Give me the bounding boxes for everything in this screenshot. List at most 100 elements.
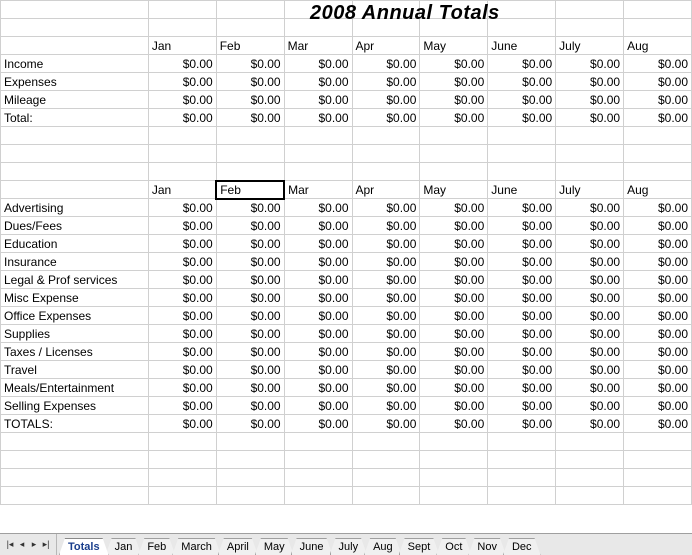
value-cell[interactable]: $0.00 <box>624 271 692 289</box>
cell[interactable] <box>420 163 488 181</box>
row-label[interactable]: Dues/Fees <box>1 217 149 235</box>
value-cell[interactable]: $0.00 <box>216 361 284 379</box>
cell[interactable] <box>148 163 216 181</box>
value-cell[interactable]: $0.00 <box>488 55 556 73</box>
cell[interactable] <box>420 145 488 163</box>
cell[interactable] <box>624 145 692 163</box>
value-cell[interactable]: $0.00 <box>148 325 216 343</box>
value-cell[interactable]: $0.00 <box>420 415 488 433</box>
value-cell[interactable]: $0.00 <box>148 199 216 217</box>
cell[interactable] <box>352 469 420 487</box>
cell[interactable] <box>148 487 216 505</box>
value-cell[interactable]: $0.00 <box>148 217 216 235</box>
value-cell[interactable]: $0.00 <box>556 73 624 91</box>
cell[interactable] <box>1 145 149 163</box>
value-cell[interactable]: $0.00 <box>284 379 352 397</box>
value-cell[interactable]: $0.00 <box>420 343 488 361</box>
value-cell[interactable]: $0.00 <box>148 361 216 379</box>
value-cell[interactable]: $0.00 <box>352 253 420 271</box>
month-header[interactable]: Feb <box>216 37 284 55</box>
value-cell[interactable]: $0.00 <box>556 253 624 271</box>
cell[interactable] <box>352 487 420 505</box>
value-cell[interactable]: $0.00 <box>420 289 488 307</box>
value-cell[interactable]: $0.00 <box>216 73 284 91</box>
value-cell[interactable]: $0.00 <box>624 217 692 235</box>
value-cell[interactable]: $0.00 <box>420 73 488 91</box>
value-cell[interactable]: $0.00 <box>216 55 284 73</box>
cell[interactable] <box>556 451 624 469</box>
cell[interactable] <box>1 37 149 55</box>
value-cell[interactable]: $0.00 <box>216 415 284 433</box>
value-cell[interactable]: $0.00 <box>352 199 420 217</box>
value-cell[interactable]: $0.00 <box>284 361 352 379</box>
value-cell[interactable]: $0.00 <box>624 343 692 361</box>
sheet-tab-april[interactable]: April <box>218 538 258 555</box>
cell[interactable] <box>148 127 216 145</box>
sheet-tab-sept[interactable]: Sept <box>399 538 440 555</box>
value-cell[interactable]: $0.00 <box>352 325 420 343</box>
row-label[interactable]: Education <box>1 235 149 253</box>
value-cell[interactable]: $0.00 <box>284 415 352 433</box>
value-cell[interactable]: $0.00 <box>488 199 556 217</box>
cell[interactable] <box>1 433 149 451</box>
value-cell[interactable]: $0.00 <box>556 361 624 379</box>
value-cell[interactable]: $0.00 <box>352 55 420 73</box>
value-cell[interactable]: $0.00 <box>556 325 624 343</box>
cell[interactable] <box>624 433 692 451</box>
cell[interactable] <box>1 451 149 469</box>
sheet-tab-nov[interactable]: Nov <box>468 538 506 555</box>
cell[interactable] <box>284 469 352 487</box>
value-cell[interactable]: $0.00 <box>488 325 556 343</box>
value-cell[interactable]: $0.00 <box>216 325 284 343</box>
cell[interactable] <box>624 1 692 19</box>
value-cell[interactable]: $0.00 <box>420 379 488 397</box>
cell[interactable] <box>148 451 216 469</box>
row-label[interactable]: Travel <box>1 361 149 379</box>
value-cell[interactable]: $0.00 <box>284 397 352 415</box>
cell[interactable] <box>148 433 216 451</box>
sheet-tab-oct[interactable]: Oct <box>436 538 471 555</box>
row-label[interactable]: Legal & Prof services <box>1 271 149 289</box>
value-cell[interactable]: $0.00 <box>284 217 352 235</box>
cell[interactable] <box>420 433 488 451</box>
value-cell[interactable]: $0.00 <box>352 271 420 289</box>
value-cell[interactable]: $0.00 <box>352 289 420 307</box>
month-header[interactable]: Mar <box>284 37 352 55</box>
value-cell[interactable]: $0.00 <box>624 379 692 397</box>
tab-nav-next-icon[interactable]: ▸ <box>28 539 40 550</box>
row-label[interactable]: TOTALS: <box>1 415 149 433</box>
sheet-tab-jan[interactable]: Jan <box>106 538 142 555</box>
value-cell[interactable]: $0.00 <box>488 307 556 325</box>
value-cell[interactable]: $0.00 <box>624 325 692 343</box>
value-cell[interactable]: $0.00 <box>556 397 624 415</box>
value-cell[interactable]: $0.00 <box>352 397 420 415</box>
value-cell[interactable]: $0.00 <box>488 109 556 127</box>
value-cell[interactable]: $0.00 <box>148 343 216 361</box>
value-cell[interactable]: $0.00 <box>488 217 556 235</box>
cell[interactable] <box>420 469 488 487</box>
value-cell[interactable]: $0.00 <box>216 199 284 217</box>
value-cell[interactable]: $0.00 <box>624 91 692 109</box>
cell[interactable] <box>624 127 692 145</box>
sheet-tab-totals[interactable]: Totals <box>59 538 109 555</box>
value-cell[interactable]: $0.00 <box>420 397 488 415</box>
cell[interactable] <box>624 487 692 505</box>
month-header[interactable]: Aug <box>624 181 692 199</box>
cell[interactable] <box>216 1 284 19</box>
cell[interactable] <box>488 145 556 163</box>
cell[interactable] <box>420 451 488 469</box>
cell[interactable] <box>216 163 284 181</box>
value-cell[interactable]: $0.00 <box>284 109 352 127</box>
value-cell[interactable]: $0.00 <box>624 415 692 433</box>
cell[interactable] <box>352 163 420 181</box>
cell[interactable] <box>556 487 624 505</box>
value-cell[interactable]: $0.00 <box>488 415 556 433</box>
value-cell[interactable]: $0.00 <box>488 379 556 397</box>
value-cell[interactable]: $0.00 <box>284 91 352 109</box>
value-cell[interactable]: $0.00 <box>148 91 216 109</box>
value-cell[interactable]: $0.00 <box>284 199 352 217</box>
value-cell[interactable]: $0.00 <box>216 343 284 361</box>
value-cell[interactable]: $0.00 <box>420 253 488 271</box>
cell[interactable] <box>216 487 284 505</box>
value-cell[interactable]: $0.00 <box>624 361 692 379</box>
